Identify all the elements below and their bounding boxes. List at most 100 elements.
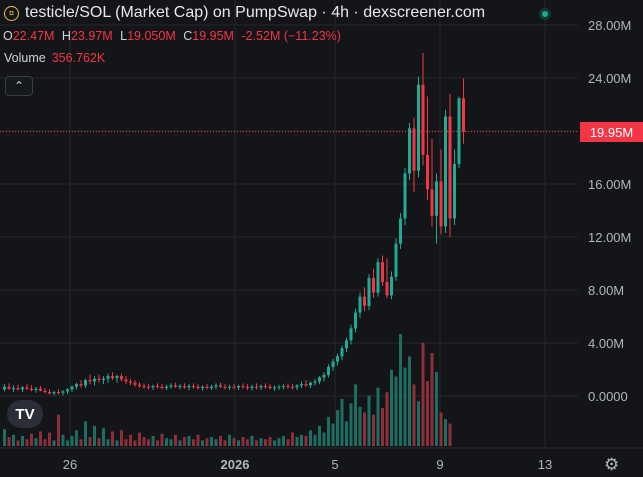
candle-body (97, 378, 101, 381)
volume-bar (16, 440, 20, 446)
candle-body (421, 84, 425, 155)
candle-body (43, 390, 47, 393)
candle-body (430, 189, 434, 216)
candle-body (223, 386, 227, 388)
volume-bar (255, 440, 258, 446)
chart-title: testicle/SOL (Market Cap) on PumpSwap · … (25, 4, 486, 21)
candle-body (52, 392, 56, 394)
volume-bar (363, 412, 366, 446)
volume-bar (295, 437, 299, 446)
volume-bar (142, 437, 146, 446)
volume-bar (39, 431, 42, 446)
y-axis-tick-label: 24.00M (588, 71, 631, 86)
volume-bar (43, 439, 47, 446)
volume-bar (345, 421, 348, 446)
volume-bar (309, 430, 312, 446)
candle-body (142, 386, 146, 388)
volume-bar (331, 423, 335, 446)
candle-body (169, 385, 173, 387)
candle-body (178, 386, 182, 388)
volume-bar (151, 435, 155, 446)
candle-body (394, 243, 398, 277)
volume-bar (259, 438, 263, 446)
ohlc-open-key: O (3, 29, 13, 43)
volume-bar (304, 435, 308, 446)
candle-body (381, 262, 384, 283)
candle-body (399, 218, 402, 244)
candle-body (21, 387, 24, 390)
y-axis-tick-label: 0.0000 (588, 389, 628, 404)
candle-body (367, 278, 371, 306)
volume-bar (237, 440, 240, 446)
volume-bar (313, 434, 317, 446)
volume-bar (66, 440, 69, 446)
candle-body (390, 276, 393, 296)
candle-body (30, 388, 33, 391)
volume-bar (169, 439, 173, 446)
tradingview-logo[interactable]: TV (7, 400, 43, 428)
volume-bar (165, 438, 168, 446)
candle-body (228, 386, 231, 388)
x-axis-tick-label: 2026 (221, 457, 250, 472)
candle-body (214, 385, 218, 387)
settings-gear-icon[interactable]: ⚙ (604, 455, 620, 474)
volume-bar (34, 438, 38, 446)
token-icon: ¤ (4, 5, 19, 21)
volume-bar (156, 440, 159, 446)
volume-bar (448, 423, 452, 446)
candle-body (201, 386, 204, 389)
candle-body (196, 386, 200, 389)
volume-bar (12, 434, 15, 446)
candle-body (318, 377, 321, 382)
candle-body (363, 296, 366, 306)
live-status-icon (539, 8, 551, 20)
candle-body (286, 386, 290, 388)
volume-bar (403, 367, 407, 446)
candle-body (138, 384, 141, 387)
volume-bar (102, 428, 105, 446)
volume-bar (354, 384, 357, 446)
volume-bar (358, 406, 362, 446)
candle-body (174, 385, 177, 387)
candle-body (372, 278, 375, 293)
ohlc-close-value: 19.95M (192, 29, 234, 43)
candle-body (255, 386, 258, 388)
volume-bar (30, 433, 33, 446)
volume-bar (210, 437, 213, 446)
candle-body (358, 296, 362, 313)
candle-body (61, 391, 65, 393)
candle-body (336, 356, 339, 362)
x-axis-tick-label: 5 (331, 457, 338, 472)
volume-legend: Volume 356.762K (4, 51, 105, 65)
collapse-legend-button[interactable]: ⌃ (5, 76, 33, 96)
candle-body (448, 116, 452, 219)
candle-body (133, 382, 137, 385)
volume-bar (322, 432, 326, 446)
volume-bar (192, 439, 195, 446)
y-axis-tick-label: 16.00M (588, 177, 631, 192)
volume-bar (93, 425, 96, 446)
candle-body (376, 262, 380, 293)
candle-body (264, 386, 267, 388)
candle-body (192, 386, 195, 388)
candle-body (3, 386, 6, 390)
volume-bar (412, 384, 416, 446)
volume-bar (430, 353, 434, 446)
candle-body (462, 98, 465, 132)
volume-bar (376, 387, 380, 446)
candle-body (331, 361, 335, 367)
volume-bar (277, 438, 281, 446)
candle-body (7, 386, 11, 389)
volume-bar (133, 440, 137, 446)
volume-bar (183, 437, 186, 446)
volume-bar (138, 432, 141, 446)
ohlc-change: -2.52M (−11.23%) (241, 29, 341, 43)
volume-bar (408, 356, 411, 446)
candle-body (79, 384, 83, 386)
volume-bar (394, 376, 398, 446)
volume-bar (205, 438, 209, 446)
volume-bar (223, 440, 227, 446)
volume-bar (399, 334, 402, 446)
ohlc-low-key: L (120, 29, 128, 43)
